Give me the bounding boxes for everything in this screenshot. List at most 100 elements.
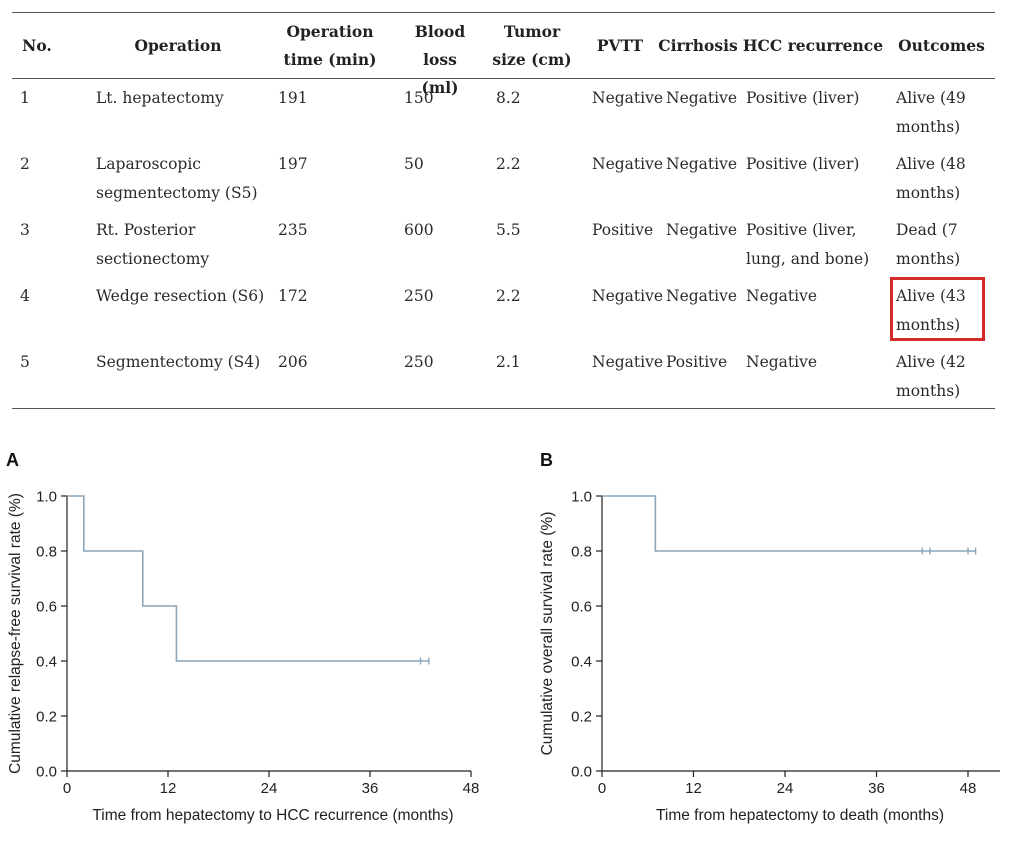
header-line: Operation: [286, 22, 374, 41]
panel-label-a: A: [6, 450, 19, 470]
table-cell: 2.2: [496, 287, 521, 305]
y-tick-label: 0.0: [571, 764, 592, 781]
table-header-cell: HCC recurrence: [738, 32, 888, 60]
table-cell: 250: [404, 287, 434, 305]
table-header-cell: Blood loss (ml): [396, 18, 484, 102]
table-cell: 5: [20, 353, 30, 371]
x-tick-label: 0: [598, 780, 606, 797]
table-cell: 191: [278, 89, 308, 107]
table-cell: Negative: [746, 287, 818, 305]
table-rule: [12, 408, 995, 409]
table-cell: 206: [278, 353, 308, 371]
y-tick-label: 0.6: [571, 599, 592, 616]
table-cell: Segmentectomy (S4): [96, 353, 261, 371]
table-cell: Positive: [666, 353, 728, 371]
table-header-cell: Tumor size (cm): [488, 18, 576, 74]
table-cell: Negative: [666, 287, 738, 305]
table-cell: Alive (42 months): [896, 353, 966, 400]
y-axis-label: Cumulative overall survival rate (%): [539, 512, 556, 756]
table-cell: Positive (liver): [746, 155, 860, 173]
y-tick-label: 0.2: [36, 709, 57, 726]
x-axis-label: Time from hepatectomy to HCC recurrence …: [92, 807, 453, 824]
table-cell: Positive (liver, lung, and bone): [746, 221, 870, 268]
x-axis-label: Time from hepatectomy to death (months): [656, 807, 944, 824]
x-tick-label: 24: [777, 780, 794, 797]
table-header-cell: PVTT: [584, 32, 656, 60]
y-tick-label: 0.0: [36, 764, 57, 781]
table-cell: Rt. Posterior sectionectomy: [96, 221, 210, 268]
header-line: size (cm): [492, 50, 572, 69]
table-header-cell: Operation time (min): [270, 18, 390, 74]
x-tick-label: 48: [463, 780, 480, 797]
table-cell: 4: [20, 287, 30, 305]
table-cell: 250: [404, 353, 434, 371]
table-header-cell: Operation: [88, 32, 268, 60]
header-line: Outcomes: [898, 36, 985, 55]
x-tick-label: 12: [685, 780, 702, 797]
table-cell: Negative: [592, 287, 664, 305]
table-cell: 50: [404, 155, 424, 173]
table-header-cell: Outcomes: [888, 32, 995, 60]
y-axis-label: Cumulative relapse-free survival rate (%…: [7, 493, 24, 774]
table-cell: 2.1: [496, 353, 521, 371]
chart-svg: 0.0 0.2 0.4 0.6 0.8 1.0 0 12 24 36 48 Time from hep…: [7, 489, 480, 825]
y-tick-label: 0.8: [36, 544, 57, 561]
table-cell: 3: [20, 221, 30, 239]
header-line: No.: [22, 36, 52, 55]
table-cell: Dead (7 months): [896, 221, 961, 268]
y-tick-label: 0.4: [36, 654, 57, 671]
table-cell: Negative: [666, 155, 738, 173]
x-tick-label: 24: [261, 780, 278, 797]
table-header-cell: Cirrhosis: [658, 32, 738, 60]
table-cell: Negative: [746, 353, 818, 371]
table-cell: 2.2: [496, 155, 521, 173]
header-line: (ml): [421, 78, 459, 97]
table-cell: 172: [278, 287, 308, 305]
table-cell: Negative: [666, 221, 738, 239]
header-line: Operation: [134, 36, 222, 55]
table-cell: Negative: [592, 353, 664, 371]
table-cell: Positive (liver): [746, 89, 860, 107]
y-tick-label: 1.0: [36, 489, 57, 506]
table-cell: Negative: [592, 89, 664, 107]
highlight-box: [890, 277, 985, 341]
x-tick-label: 0: [63, 780, 71, 797]
table-rule: [12, 12, 995, 13]
header-line: HCC recurrence: [742, 36, 884, 55]
table-cell: 600: [404, 221, 434, 239]
table-cell: Negative: [666, 89, 738, 107]
survival-curve: [602, 495, 976, 552]
y-tick-label: 0.2: [571, 709, 592, 726]
table-cell: Alive (48 months): [896, 155, 966, 202]
x-tick-label: 36: [362, 780, 379, 797]
header-line: Tumor: [503, 22, 561, 41]
header-line: time (min): [283, 50, 377, 69]
chart-relapse-free-survival: 0.0 0.2 0.4 0.6 0.8 1.0 0 12 24 36 48 Time from hep…: [0, 440, 500, 850]
table-header-cell: No.: [12, 32, 62, 60]
table-cell: 1: [20, 89, 30, 107]
chart-svg: 0.0 0.2 0.4 0.6 0.8 1.0 0 12 24 36 48 Time from hep…: [539, 489, 1000, 824]
table-cell: 8.2: [496, 89, 521, 107]
survival-curve: [67, 495, 429, 662]
y-tick-label: 0.6: [36, 599, 57, 616]
table-cell: 235: [278, 221, 308, 239]
table-cell: Laparoscopic segmentectomy (S5): [96, 155, 258, 202]
table-cell: Positive: [592, 221, 654, 239]
table-cell: Wedge resection (S6): [96, 287, 265, 305]
x-tick-label: 12: [160, 780, 177, 797]
header-line: Cirrhosis: [658, 36, 738, 55]
header-line: PVTT: [596, 36, 644, 55]
y-tick-label: 0.4: [571, 654, 592, 671]
table-cell: Alive (49 months): [896, 89, 966, 136]
table-cell: 2: [20, 155, 30, 173]
x-tick-label: 48: [960, 780, 977, 797]
x-tick-label: 36: [868, 780, 885, 797]
table-cell: Alive (43 months): [896, 287, 966, 334]
header-line: Blood loss: [414, 22, 466, 69]
y-tick-label: 1.0: [571, 489, 592, 506]
table-cell: 150: [404, 89, 434, 107]
chart-overall-survival: 0.0 0.2 0.4 0.6 0.8 1.0 0 12 24 36 48 Time from hep…: [520, 440, 1017, 850]
table-cell: 5.5: [496, 221, 521, 239]
y-tick-label: 0.8: [571, 544, 592, 561]
table-cell: 197: [278, 155, 308, 173]
